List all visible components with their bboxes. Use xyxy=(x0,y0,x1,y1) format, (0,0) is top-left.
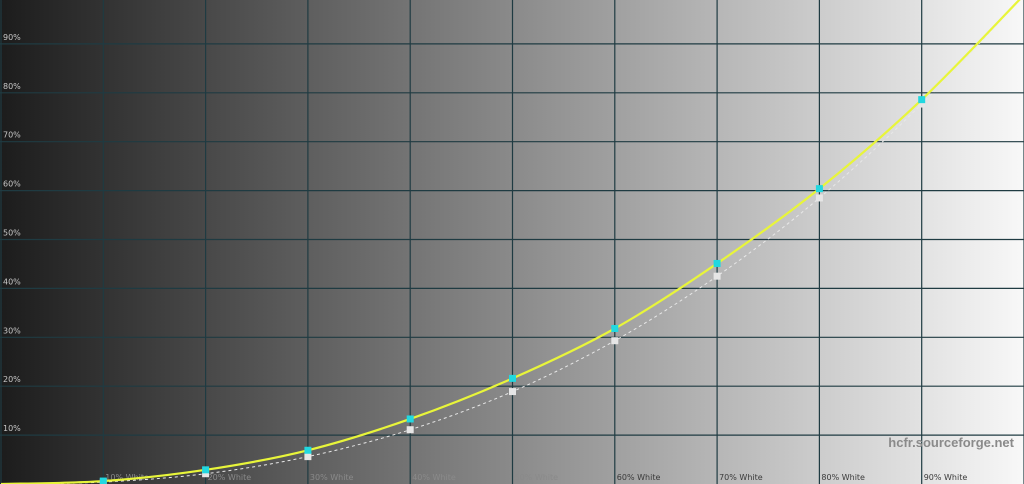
y-tick-label: 10% xyxy=(3,424,21,433)
measured-point xyxy=(611,324,619,332)
measured-point xyxy=(713,259,721,267)
y-tick-label: 80% xyxy=(3,82,21,91)
measured-point xyxy=(99,477,107,484)
y-tick-label: 70% xyxy=(3,131,21,140)
y-tick-label: 60% xyxy=(3,180,21,189)
x-axis-labels: 10% White 20% White 30% White 40% White 50% … xyxy=(105,473,967,482)
measured-point xyxy=(815,185,823,193)
x-tick-label: 90% White xyxy=(924,473,968,482)
x-tick-label: 40% White xyxy=(412,473,456,482)
watermark: hcfr.sourceforge.net xyxy=(888,435,1014,450)
reference-point xyxy=(611,337,619,345)
reference-point xyxy=(202,470,210,478)
x-tick-label: 80% White xyxy=(821,473,865,482)
y-tick-label: 50% xyxy=(3,229,21,238)
reference-point xyxy=(509,388,516,396)
reference-point xyxy=(918,100,926,108)
y-axis-labels: 10% 20% 30% 40% 50% 60% 70% 80% 90% xyxy=(3,33,21,433)
reference-point xyxy=(713,272,721,280)
y-tick-label: 90% xyxy=(3,33,21,42)
x-tick-label: 10% White xyxy=(105,473,149,482)
measured-point xyxy=(202,466,210,474)
x-tick-label: 20% White xyxy=(208,473,252,482)
reference-point xyxy=(406,426,414,434)
reference-point xyxy=(304,453,312,461)
y-tick-label: 20% xyxy=(3,375,21,384)
x-tick-label: 30% White xyxy=(310,473,354,482)
measured-point xyxy=(918,96,926,104)
x-tick-label: 50% White xyxy=(515,473,559,482)
x-tick-label: 70% White xyxy=(719,473,763,482)
x-tick-label: 60% White xyxy=(617,473,661,482)
measured-point xyxy=(304,446,312,454)
reference-point xyxy=(815,194,823,202)
measured-point xyxy=(406,415,414,423)
measured-point xyxy=(509,374,516,382)
y-tick-label: 40% xyxy=(3,277,21,286)
y-tick-label: 30% xyxy=(3,326,21,335)
